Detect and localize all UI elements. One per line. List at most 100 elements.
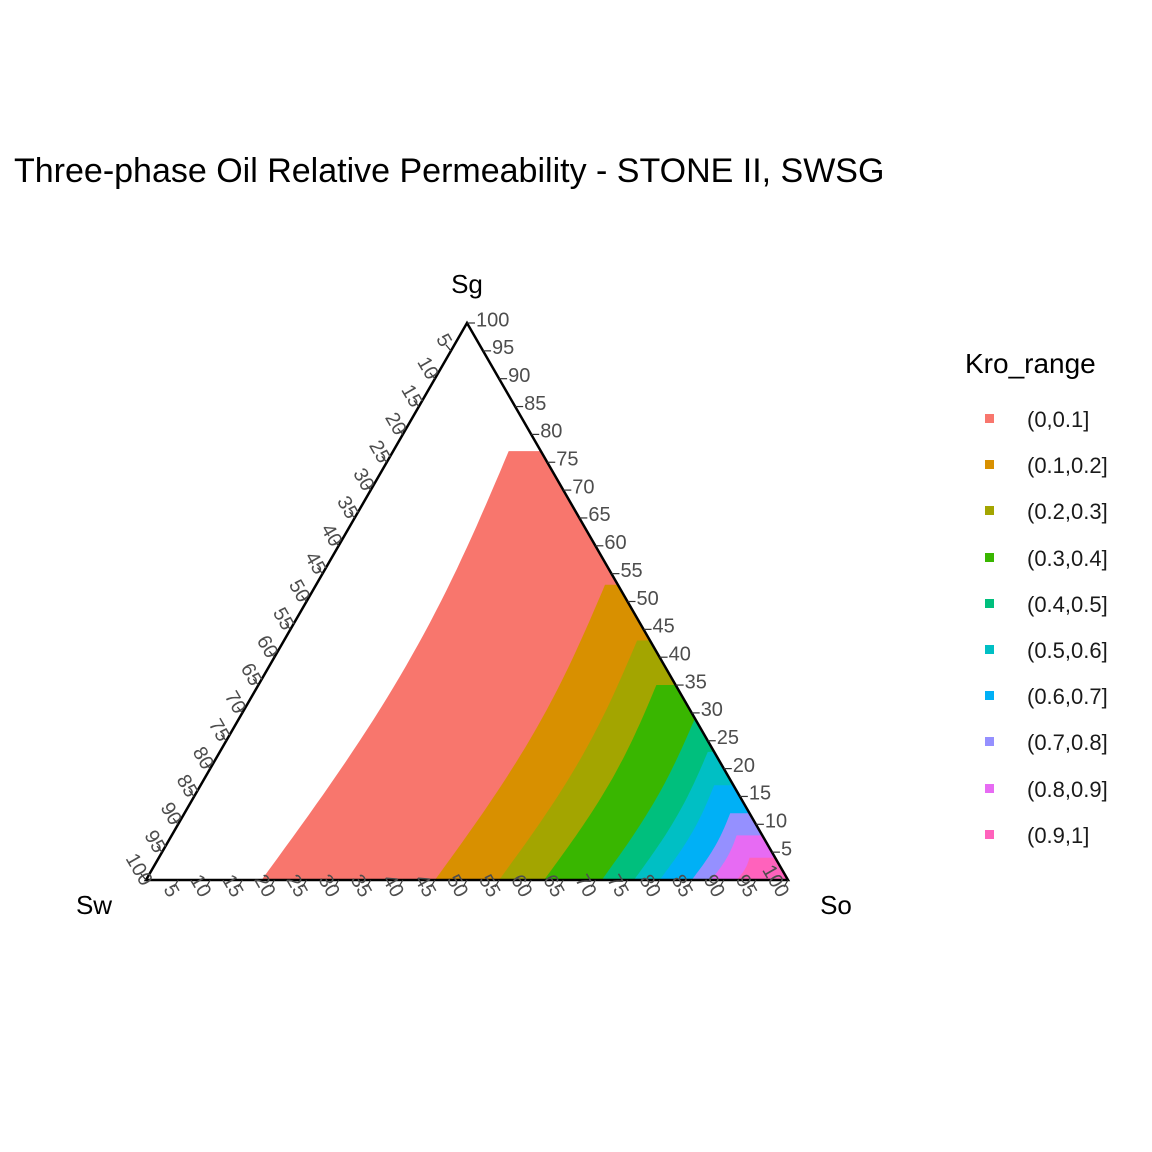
legend-key bbox=[985, 783, 994, 793]
tick-sw-90 bbox=[172, 817, 179, 825]
tick-label-sg-65: 65 bbox=[588, 504, 610, 526]
tick-label-sw-80: 80 bbox=[188, 743, 218, 773]
tick-sw-5 bbox=[445, 344, 452, 352]
tick-label-sw-20: 20 bbox=[380, 409, 410, 439]
tick-label-sw-60: 60 bbox=[252, 632, 282, 662]
legend-label: (0.9,1] bbox=[1027, 822, 1090, 848]
tick-label-sg-100: 100 bbox=[476, 309, 509, 331]
tick-label-sg-20: 20 bbox=[733, 755, 755, 777]
tick-so-20 bbox=[269, 879, 275, 888]
legend-key bbox=[985, 691, 994, 701]
tick-label-sg-40: 40 bbox=[669, 643, 691, 665]
legend-key bbox=[985, 598, 994, 608]
tick-sw-100 bbox=[140, 873, 147, 881]
tick-label-sg-95: 95 bbox=[492, 337, 514, 359]
tick-label-sg-70: 70 bbox=[572, 476, 594, 498]
legend-key bbox=[985, 829, 994, 839]
tick-so-80 bbox=[655, 879, 661, 888]
tick-label-sw-95: 95 bbox=[140, 827, 170, 857]
tick-sw-50 bbox=[301, 595, 307, 602]
tick-label-sg-85: 85 bbox=[524, 393, 546, 415]
tick-label-sw-40: 40 bbox=[316, 520, 346, 550]
tick-sw-25 bbox=[381, 455, 388, 463]
tick-so-85 bbox=[687, 879, 693, 888]
tick-sw-85 bbox=[188, 790, 195, 797]
tick-sw-35 bbox=[349, 511, 356, 519]
tick-so-100 bbox=[783, 879, 789, 888]
tick-label-sw-15: 15 bbox=[396, 381, 426, 411]
tick-so-30 bbox=[334, 879, 340, 888]
tick-so-70 bbox=[590, 879, 596, 888]
tick-sw-60 bbox=[268, 650, 275, 658]
tick-label-sw-70: 70 bbox=[220, 687, 250, 717]
tick-sw-55 bbox=[284, 622, 291, 630]
legend-label: (0.3,0.4] bbox=[1027, 545, 1108, 571]
tick-sw-15 bbox=[413, 400, 420, 407]
tick-sw-30 bbox=[365, 483, 372, 491]
tick-label-sw-50: 50 bbox=[284, 576, 314, 606]
tick-so-65 bbox=[558, 879, 564, 888]
tick-label-sw-30: 30 bbox=[348, 465, 378, 495]
tick-label-sw-65: 65 bbox=[236, 660, 266, 690]
chart-title: Three-phase Oil Relative Permeability - … bbox=[14, 152, 885, 190]
tick-so-50 bbox=[462, 879, 468, 888]
tick-sw-20 bbox=[397, 428, 404, 435]
legend-label: (0.8,0.9] bbox=[1027, 776, 1108, 802]
tick-label-sw-75: 75 bbox=[204, 715, 234, 745]
tick-label-sg-15: 15 bbox=[749, 783, 771, 805]
tick-sw-65 bbox=[252, 678, 259, 686]
tick-label-sg-45: 45 bbox=[653, 616, 675, 638]
tick-sw-75 bbox=[220, 734, 227, 742]
axis-title-so: So bbox=[820, 890, 852, 920]
axis-titles: Sg Sw So bbox=[76, 269, 852, 920]
contour-regions bbox=[261, 451, 789, 880]
tick-label-sw-55: 55 bbox=[268, 604, 298, 634]
tick-so-75 bbox=[622, 879, 629, 888]
tick-label-sg-90: 90 bbox=[508, 365, 530, 387]
legend-label: (0.4,0.5] bbox=[1027, 591, 1108, 617]
tick-so-10 bbox=[205, 879, 211, 888]
legend-label: (0.5,0.6] bbox=[1027, 638, 1108, 663]
tick-so-15 bbox=[237, 879, 243, 888]
legend-label: (0.2,0.3] bbox=[1027, 499, 1108, 525]
tick-so-40 bbox=[398, 879, 404, 888]
legend-key bbox=[985, 414, 994, 423]
tick-marks bbox=[140, 322, 789, 888]
legend-label: (0.1,0.2] bbox=[1027, 453, 1108, 479]
tick-label-sg-25: 25 bbox=[717, 727, 739, 749]
tick-so-60 bbox=[526, 879, 532, 888]
tick-so-5 bbox=[173, 879, 179, 888]
tick-label-sg-50: 50 bbox=[637, 588, 659, 610]
tick-label-sw-90: 90 bbox=[156, 799, 186, 829]
tick-sw-45 bbox=[317, 567, 324, 575]
legend-label: (0.7,0.8] bbox=[1027, 730, 1108, 756]
legend-key bbox=[985, 506, 994, 516]
tick-label-sg-35: 35 bbox=[685, 671, 707, 693]
tick-label-sg-80: 80 bbox=[540, 421, 562, 443]
tick-label-sg-60: 60 bbox=[604, 532, 626, 554]
tick-label-so-5: 5 bbox=[159, 881, 184, 902]
tick-label-sw-45: 45 bbox=[300, 548, 330, 578]
tick-label-sw-85: 85 bbox=[172, 771, 202, 801]
tick-label-sw-35: 35 bbox=[332, 492, 362, 522]
tick-so-95 bbox=[751, 879, 757, 888]
legend-key bbox=[985, 552, 994, 562]
tick-sw-70 bbox=[236, 706, 243, 714]
tick-label-sg-75: 75 bbox=[556, 449, 578, 471]
tick-so-35 bbox=[366, 879, 372, 888]
tick-label-so-10: 10 bbox=[185, 871, 215, 901]
axis-title-sw: Sw bbox=[76, 890, 112, 920]
legend-title: Kro_range bbox=[965, 348, 1096, 379]
tick-so-90 bbox=[719, 879, 725, 888]
legend-label: (0,0.1] bbox=[1027, 407, 1090, 432]
tick-label-sw-10: 10 bbox=[412, 353, 442, 383]
tick-label-so-15: 15 bbox=[217, 871, 247, 901]
tick-sw-10 bbox=[429, 372, 436, 380]
tick-label-sg-5: 5 bbox=[781, 838, 792, 860]
tick-so-45 bbox=[430, 879, 436, 888]
tick-sw-80 bbox=[204, 762, 211, 769]
tick-sw-95 bbox=[156, 845, 163, 853]
tick-label-sw-25: 25 bbox=[364, 437, 394, 467]
tick-label-sg-30: 30 bbox=[701, 699, 723, 721]
